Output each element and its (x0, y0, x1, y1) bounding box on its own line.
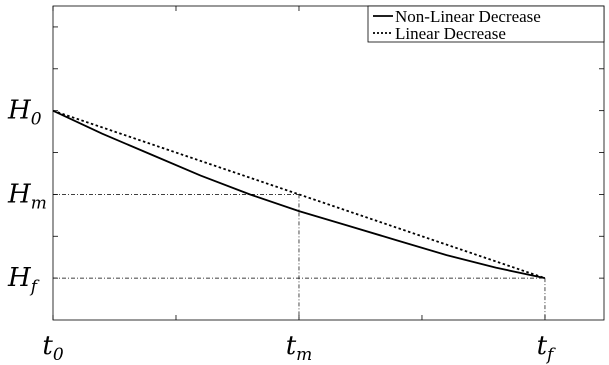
legend-label-linear: Linear Decrease (395, 24, 506, 43)
legend-box (367, 5, 605, 43)
legend: Non-Linear Decrease Linear Decrease (367, 5, 605, 43)
reference-lines (53, 194, 546, 320)
y-tick-label: Hm (7, 179, 47, 213)
y-tick-label: Hf (7, 263, 40, 297)
x-tick-label: tm (286, 331, 313, 365)
x-tick-label: t0 (42, 331, 63, 365)
series-line-non-linear (52, 109, 546, 280)
y-tick-label: H0 (7, 96, 42, 130)
plot-frame (52, 5, 605, 321)
tick-labels: t0 tm tf H0 Hm Hf (7, 96, 556, 365)
x-tick-label: tf (537, 331, 556, 365)
series-lines (52, 109, 546, 280)
series-line-linear (52, 109, 546, 279)
legend-label-non-linear: Non-Linear Decrease (395, 7, 541, 26)
